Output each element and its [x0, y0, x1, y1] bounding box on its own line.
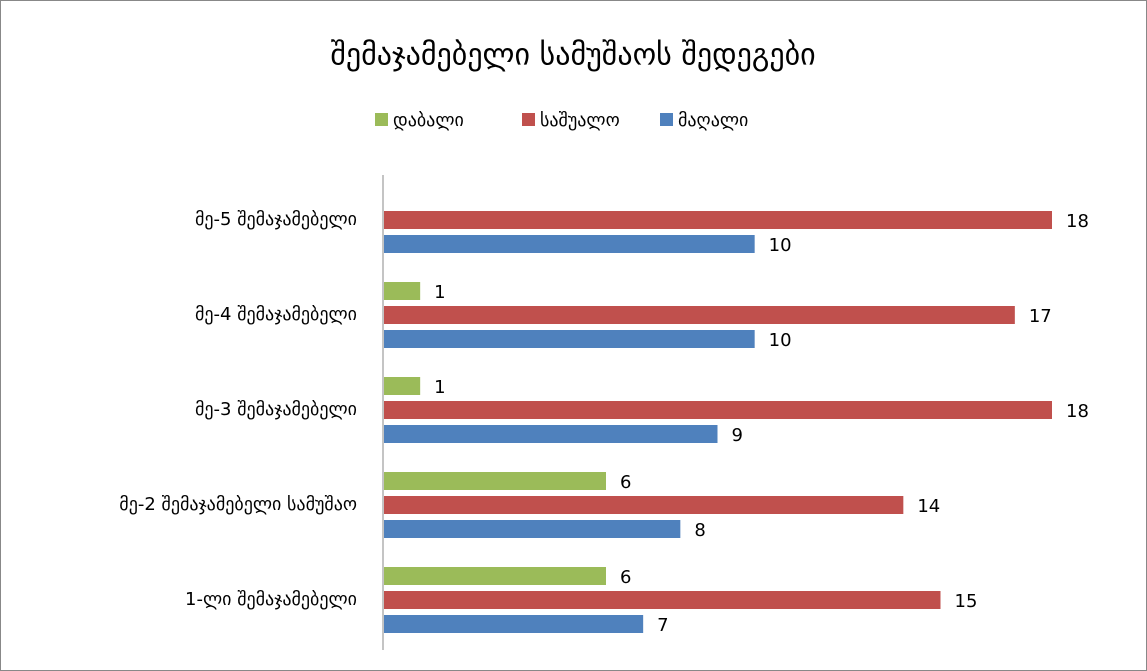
y-tick-label: 1-ლი შემაჯამებელი: [185, 589, 357, 610]
legend-swatch: [660, 113, 673, 126]
data-label: 10: [769, 330, 792, 351]
data-label: 14: [917, 496, 940, 517]
data-label: 18: [1066, 211, 1089, 232]
chart-title: შემაჯამებელი სამუშაოს შედეგები: [330, 38, 815, 73]
data-label: 10: [769, 235, 792, 256]
bar: [384, 401, 1052, 419]
bar: [384, 282, 421, 300]
bar: [384, 306, 1015, 324]
y-tick-label: მე-3 შემაჯამებელი: [195, 399, 357, 420]
legend-swatch: [375, 113, 388, 126]
data-label: 8: [694, 520, 705, 541]
data-label: 1: [434, 377, 445, 398]
legend-label: მაღალი: [678, 110, 748, 131]
bar: [384, 591, 941, 609]
bar: [384, 472, 606, 490]
data-label: 15: [955, 591, 978, 612]
bar: [384, 520, 681, 538]
legend-label: დაბალი: [393, 110, 464, 131]
bar: [384, 330, 755, 348]
bar: [384, 235, 755, 253]
bar: [384, 496, 904, 514]
bar: [384, 615, 644, 633]
data-label: 18: [1066, 401, 1089, 422]
y-tick-label: მე-5 შემაჯამებელი: [195, 209, 357, 230]
data-label: 6: [620, 472, 631, 493]
bar: [384, 425, 718, 443]
data-label: 1: [434, 282, 445, 303]
legend-label: საშუალო: [540, 110, 620, 131]
data-label: 9: [732, 425, 743, 446]
legend-swatch: [522, 113, 535, 126]
bar: [384, 211, 1052, 229]
bar: [384, 567, 606, 585]
data-label: 7: [657, 615, 668, 636]
data-label: 17: [1029, 306, 1052, 327]
bar: [384, 377, 421, 395]
y-tick-label: მე-2 შემაჯამებელი სამუშაო: [119, 494, 357, 515]
y-tick-label: მე-4 შემაჯამებელი: [195, 304, 357, 325]
data-label: 6: [620, 567, 631, 588]
